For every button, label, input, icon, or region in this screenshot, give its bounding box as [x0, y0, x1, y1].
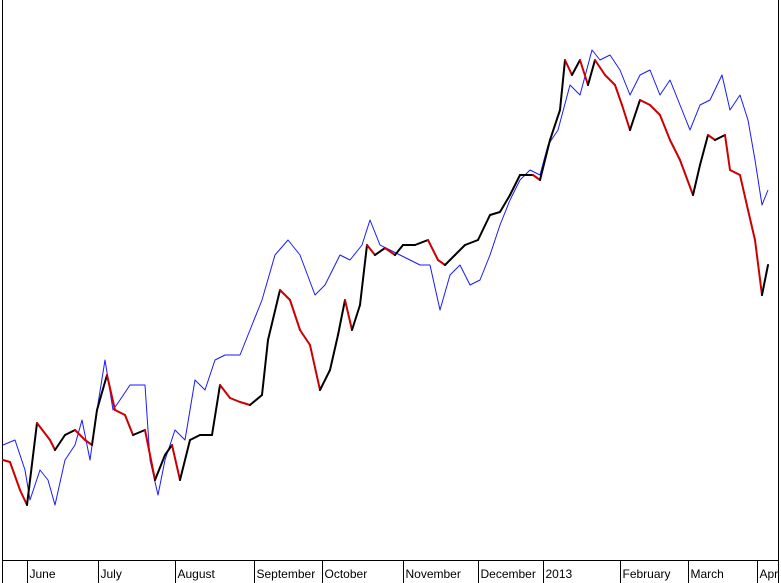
line-segment — [337, 299, 346, 336]
line-segment — [414, 239, 429, 246]
line-segment — [309, 344, 321, 391]
line-segment — [571, 59, 581, 76]
line-segment — [714, 134, 726, 141]
x-tick-label: February — [623, 567, 671, 581]
line-segment — [279, 289, 291, 301]
x-tick-label: December — [481, 567, 536, 581]
line-segment — [549, 109, 561, 141]
line-segment — [509, 174, 521, 196]
line-segment — [747, 209, 756, 241]
line-segment — [699, 134, 709, 166]
line-segment — [164, 444, 173, 456]
line-segment — [261, 339, 269, 396]
x-tick-label: 2013 — [546, 567, 573, 581]
line-segment — [679, 159, 694, 196]
x-tick-label: October — [325, 567, 368, 581]
line-segment — [267, 289, 281, 341]
line-segment — [659, 114, 671, 141]
line-segment — [114, 409, 126, 416]
x-tick-label: September — [257, 567, 316, 581]
line-segment — [144, 429, 156, 481]
line-segment — [19, 489, 28, 506]
line-segment — [639, 99, 651, 106]
line-segment — [707, 134, 716, 141]
line-segment — [669, 139, 681, 161]
line-segment — [319, 369, 331, 391]
line-segment — [437, 259, 446, 266]
line-segment — [91, 409, 98, 446]
line-segment — [604, 74, 616, 86]
line-segment — [36, 422, 51, 441]
line-segment — [559, 59, 566, 111]
x-tick-label: March — [691, 567, 724, 581]
line-segment — [106, 374, 116, 411]
line-segment — [64, 429, 76, 436]
line-segment — [171, 444, 181, 481]
line-segment — [366, 244, 376, 256]
line-segment — [614, 84, 623, 106]
line-segment — [692, 164, 701, 196]
line-series — [2, 49, 769, 506]
x-tick-label: July — [101, 567, 122, 581]
line-segment — [2, 459, 11, 463]
line-segment — [579, 59, 589, 86]
line-segment — [9, 461, 21, 491]
line-segment — [427, 239, 439, 261]
line-segment — [351, 304, 361, 331]
line-segment — [621, 104, 631, 131]
x-tick-label: August — [178, 567, 216, 581]
line-segment — [384, 247, 396, 256]
line-segment — [49, 439, 56, 451]
line-segment — [754, 239, 763, 296]
line-segment — [564, 59, 573, 76]
line-segment — [239, 401, 251, 406]
line-segment — [211, 384, 221, 436]
line-segment — [454, 244, 466, 256]
line-segment — [329, 334, 339, 371]
line-segment — [739, 174, 749, 211]
line-segment — [229, 397, 241, 403]
x-tick-label: Apr — [760, 567, 779, 581]
line-segment — [594, 59, 606, 76]
line-segment — [532, 174, 541, 181]
line-segment — [729, 169, 741, 176]
line-segment — [289, 299, 301, 331]
line-segment — [124, 414, 134, 436]
line-segment — [344, 299, 353, 331]
line-segment — [26, 422, 38, 506]
line-segment — [649, 104, 661, 116]
line-segment — [499, 194, 511, 213]
line-segment — [74, 429, 86, 441]
x-tick-label: November — [406, 567, 461, 581]
line-segment — [464, 239, 479, 246]
line-segment — [299, 329, 311, 346]
line-segment — [724, 134, 731, 171]
line-segment — [444, 254, 456, 266]
line-segment — [132, 429, 146, 436]
line-segment — [189, 434, 201, 441]
line-segment — [489, 211, 501, 216]
line-segment — [587, 59, 596, 86]
line-segment — [154, 454, 166, 481]
line-segment — [629, 99, 641, 131]
line-segment — [249, 394, 263, 406]
line-segment — [761, 264, 769, 296]
line-segment — [359, 244, 368, 306]
line-segment — [96, 374, 108, 411]
line-segment — [84, 439, 93, 446]
line-segment — [179, 439, 191, 481]
line-segment — [394, 244, 404, 256]
line-segment — [54, 434, 66, 451]
x-tick-label: June — [30, 567, 56, 581]
line-segment — [374, 247, 386, 256]
line-segment — [219, 384, 231, 399]
line-segment — [539, 139, 551, 181]
line-segment — [477, 214, 491, 241]
